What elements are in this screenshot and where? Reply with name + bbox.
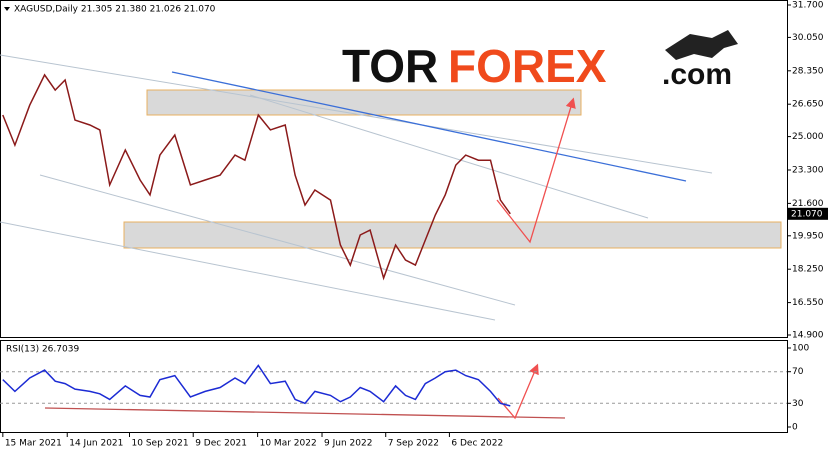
resistance-zone <box>146 89 582 116</box>
watermark: TOR FOREX .com <box>342 30 738 92</box>
rsi-panel <box>0 340 788 433</box>
y-tick-label: 25.000 <box>792 132 824 142</box>
trend-lines <box>0 54 713 321</box>
watermark-forex: FOREX <box>448 40 607 92</box>
y-tick-label: 18.250 <box>792 265 824 275</box>
y-tick-label: 30 <box>792 399 804 409</box>
y-tick-label: 19.950 <box>792 231 824 241</box>
x-tick-label: 10 Mar 2022 <box>260 439 317 449</box>
y-tick-label: 26.650 <box>792 100 824 110</box>
y-tick-label: 100 <box>792 344 809 354</box>
forecast-arrow <box>496 97 576 244</box>
x-tick-label: 15 Mar 2021 <box>5 439 62 449</box>
x-tick-label: 9 Jun 2022 <box>324 439 372 449</box>
x-tick-label: 14 Jun 2021 <box>69 439 123 449</box>
price-panel <box>0 0 788 338</box>
y-tick-label: 0 <box>792 423 798 433</box>
y-tick-label: 21.600 <box>792 199 824 209</box>
y-tick-label: 30.050 <box>792 33 824 43</box>
rsi-title: RSI(13) 26.7039 <box>6 345 79 355</box>
x-tick-label: 6 Dec 2022 <box>451 439 503 449</box>
symbol-arrow <box>4 7 10 11</box>
last-price-box <box>788 207 828 220</box>
x-tick-label: 10 Sep 2021 <box>132 439 189 449</box>
rsi-trend-line <box>44 407 566 419</box>
watermark-tor: TOR <box>342 40 438 92</box>
y-tick-label: 16.550 <box>792 298 824 308</box>
x-tick-label: 9 Dec 2021 <box>195 439 247 449</box>
channel-line <box>171 71 687 182</box>
last-price-label: 21.070 <box>791 209 823 219</box>
watermark-com: .com <box>662 58 732 91</box>
x-tick-label: 7 Sep 2022 <box>388 439 439 449</box>
y-tick-label: 70 <box>792 367 804 377</box>
chart-title: XAGUSD,Daily 21.305 21.380 21.026 21.070 <box>14 5 216 15</box>
y-tick-label: 28.350 <box>792 66 824 76</box>
series-line <box>2 73 511 281</box>
series-line <box>2 364 511 407</box>
y-tick-label: 14.900 <box>792 331 824 341</box>
y-tick-label: 23.300 <box>792 166 824 176</box>
support-zone <box>123 221 782 249</box>
y-tick-label: 31.700 <box>792 1 824 11</box>
bull-icon <box>665 30 738 60</box>
